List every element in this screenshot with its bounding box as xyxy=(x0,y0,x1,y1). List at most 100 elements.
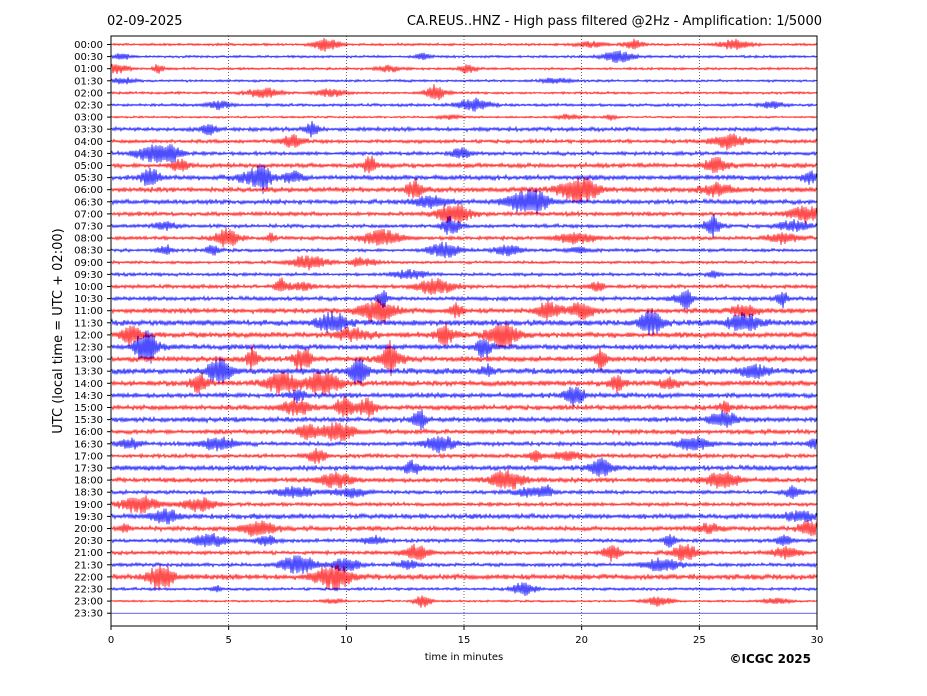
y-tick-label: 10:00 xyxy=(74,282,103,293)
trace-2030 xyxy=(110,532,818,548)
trace-1330 xyxy=(110,356,818,386)
trace-2300 xyxy=(110,595,818,608)
y-tick-label: 09:30 xyxy=(74,270,103,281)
y-tick-label: 04:00 xyxy=(74,137,103,148)
y-tick-label: 05:00 xyxy=(74,161,103,172)
y-tick-label: 13:30 xyxy=(74,367,103,378)
x-tick-label: 30 xyxy=(811,635,824,646)
y-tick-label: 11:00 xyxy=(74,306,103,317)
x-tick-label: 5 xyxy=(225,635,231,646)
y-tick-label: 20:00 xyxy=(74,524,103,535)
trace-0700 xyxy=(110,203,818,224)
trace-1030 xyxy=(110,289,818,310)
y-tick-label: 06:00 xyxy=(74,185,103,196)
y-tick-label: 02:30 xyxy=(74,101,103,112)
trace-1530 xyxy=(110,409,818,431)
y-tick-label: 08:00 xyxy=(74,234,103,245)
trace-0800 xyxy=(110,227,818,248)
copyright-label: ©ICGC 2025 xyxy=(729,652,811,666)
trace-1830 xyxy=(110,484,818,500)
x-tick-label: 0 xyxy=(108,635,114,646)
y-tick-label: 10:30 xyxy=(74,294,103,305)
trace-0400 xyxy=(110,133,818,151)
y-tick-label: 05:30 xyxy=(74,173,103,184)
trace-2000 xyxy=(110,520,818,537)
trace-1230 xyxy=(110,330,818,364)
y-tick-label: 19:00 xyxy=(74,500,103,511)
x-axis-label: time in minutes xyxy=(425,652,504,663)
y-tick-label: 06:30 xyxy=(74,197,103,208)
y-tick-label: 12:00 xyxy=(74,330,103,341)
y-axis-label: UTC (local time = UTC + 02:00) xyxy=(51,228,66,433)
y-tick-label: 07:30 xyxy=(74,222,103,233)
y-tick-label: 15:00 xyxy=(74,403,103,414)
y-tick-label: 19:30 xyxy=(74,512,103,523)
trace-0430 xyxy=(110,144,818,163)
trace-0730 xyxy=(110,213,818,238)
trace-0200 xyxy=(110,84,818,101)
trace-1430 xyxy=(110,386,818,407)
date-label: 02-09-2025 xyxy=(107,14,183,29)
trace-1130 xyxy=(110,309,818,337)
trace-1700 xyxy=(110,447,818,464)
x-tick-label: 15 xyxy=(458,635,471,646)
trace-1600 xyxy=(110,421,818,442)
trace-0600 xyxy=(110,175,818,204)
trace-0300 xyxy=(110,113,818,121)
y-tick-label: 03:30 xyxy=(74,125,103,136)
trace-1000 xyxy=(110,277,818,296)
y-tick-label: 13:00 xyxy=(74,355,103,366)
y-tick-label: 00:00 xyxy=(74,40,103,51)
trace-2230 xyxy=(110,582,818,597)
y-tick-label: 12:30 xyxy=(74,343,103,354)
trace-0030 xyxy=(110,50,818,64)
y-tick-label: 07:00 xyxy=(74,209,103,220)
trace-0330 xyxy=(110,120,818,138)
y-tick-label: 08:30 xyxy=(74,246,103,257)
trace-0230 xyxy=(110,97,818,112)
y-tick-label: 11:30 xyxy=(74,318,103,329)
y-tick-label: 15:30 xyxy=(74,415,103,426)
trace-2130 xyxy=(110,555,818,574)
y-tick-label: 22:30 xyxy=(74,585,103,596)
y-tick-label: 23:00 xyxy=(74,597,103,608)
trace-1500 xyxy=(110,395,818,418)
y-tick-label: 21:00 xyxy=(74,548,103,559)
trace-2100 xyxy=(110,543,818,562)
trace-0130 xyxy=(110,77,818,85)
y-tick-label: 04:30 xyxy=(74,149,103,160)
y-tick-label: 03:00 xyxy=(74,113,103,124)
trace-0500 xyxy=(110,155,818,174)
trace-2200 xyxy=(110,563,818,592)
y-tick-label: 01:30 xyxy=(74,76,103,87)
y-tick-label: 20:30 xyxy=(74,536,103,547)
y-tick-label: 18:30 xyxy=(74,488,103,499)
trace-0630 xyxy=(110,187,818,216)
trace-1200 xyxy=(110,322,818,349)
y-tick-label: 17:30 xyxy=(74,464,103,475)
y-tick-label: 18:00 xyxy=(74,476,103,487)
trace-1300 xyxy=(110,340,818,377)
y-tick-label: 14:30 xyxy=(74,391,103,402)
trace-1800 xyxy=(110,469,818,490)
trace-0530 xyxy=(110,164,818,194)
y-tick-label: 16:30 xyxy=(74,439,103,450)
trace-1400 xyxy=(110,371,818,396)
chart-title: CA.REUS..HNZ - High pass filtered @2Hz -… xyxy=(407,14,822,29)
y-tick-label: 22:00 xyxy=(74,572,103,583)
trace-1100 xyxy=(110,297,818,323)
y-tick-label: 17:00 xyxy=(74,451,103,462)
y-tick-label: 01:00 xyxy=(74,64,103,75)
trace-0900 xyxy=(110,255,818,271)
trace-0930 xyxy=(110,268,818,280)
trace-1730 xyxy=(110,457,818,477)
trace-0100 xyxy=(110,63,818,74)
x-tick-label: 20 xyxy=(575,635,588,646)
trace-1930 xyxy=(110,508,818,525)
trace-0000 xyxy=(110,37,818,52)
trace-1900 xyxy=(110,495,818,514)
y-tick-label: 00:30 xyxy=(74,52,103,63)
y-tick-label: 16:00 xyxy=(74,427,103,438)
y-tick-label: 21:30 xyxy=(74,560,103,571)
x-tick-label: 25 xyxy=(693,635,706,646)
